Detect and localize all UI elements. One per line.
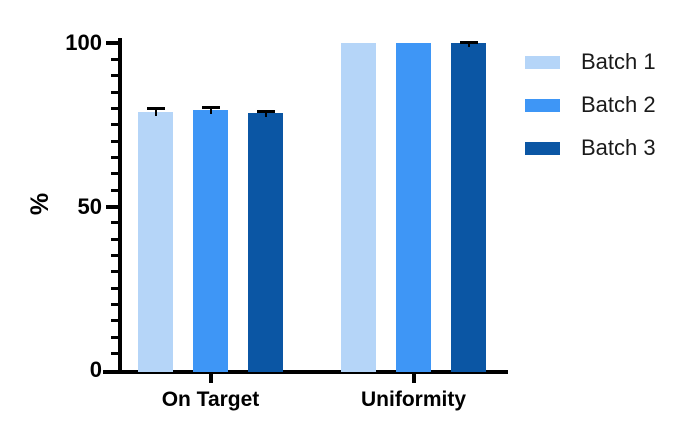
y-minor-tick bbox=[111, 139, 118, 143]
error-bar-stem bbox=[467, 41, 470, 47]
y-minor-tick bbox=[111, 303, 118, 307]
bar-batch-1 bbox=[138, 111, 173, 372]
y-minor-tick bbox=[111, 319, 118, 323]
y-minor-tick bbox=[111, 172, 118, 176]
error-bar-cap bbox=[146, 107, 165, 111]
y-minor-tick bbox=[111, 90, 118, 94]
y-minor-tick bbox=[111, 221, 118, 225]
x-category-label: Uniformity bbox=[361, 388, 466, 411]
error-bar-cap bbox=[459, 40, 478, 44]
legend-swatch-3 bbox=[525, 142, 560, 155]
x-axis-line bbox=[103, 370, 508, 374]
y-minor-tick bbox=[111, 335, 118, 339]
y-minor-tick bbox=[111, 237, 118, 241]
error-bar-cap bbox=[201, 106, 220, 110]
y-tick-label: 50 bbox=[77, 193, 102, 219]
bar-batch-3 bbox=[248, 113, 283, 372]
y-minor-tick bbox=[111, 254, 118, 258]
y-minor-tick bbox=[111, 286, 118, 290]
y-minor-tick bbox=[111, 74, 118, 78]
legend-swatch-1 bbox=[525, 56, 560, 69]
y-tick-label: 100 bbox=[65, 30, 102, 55]
y-minor-tick bbox=[111, 270, 118, 274]
y-major-tick bbox=[106, 204, 118, 209]
bar-batch-1 bbox=[341, 43, 376, 372]
error-bar-stem bbox=[154, 108, 157, 116]
y-axis-line bbox=[118, 38, 122, 374]
y-minor-tick bbox=[111, 57, 118, 61]
y-tick-label: 0 bbox=[89, 357, 102, 382]
y-major-tick bbox=[106, 41, 118, 45]
y-minor-tick bbox=[111, 123, 118, 127]
bar-batch-3 bbox=[451, 43, 486, 372]
error-bar-stem bbox=[264, 111, 267, 118]
bar-batch-2 bbox=[193, 110, 228, 372]
legend-label-2: Batch 2 bbox=[581, 92, 656, 117]
legend-swatch-2 bbox=[525, 99, 560, 112]
legend-label-3: Batch 3 bbox=[581, 135, 656, 160]
y-minor-tick bbox=[111, 155, 118, 159]
x-tick bbox=[411, 374, 416, 383]
bar-batch-2 bbox=[396, 43, 431, 372]
x-tick bbox=[208, 374, 213, 383]
y-minor-tick bbox=[111, 188, 118, 192]
y-minor-tick bbox=[111, 352, 118, 356]
legend-label-1: Batch 1 bbox=[581, 49, 656, 74]
error-bar-cap bbox=[256, 110, 275, 114]
y-minor-tick bbox=[111, 106, 118, 110]
x-category-label: On Target bbox=[161, 388, 260, 411]
error-bar-stem bbox=[209, 107, 212, 115]
